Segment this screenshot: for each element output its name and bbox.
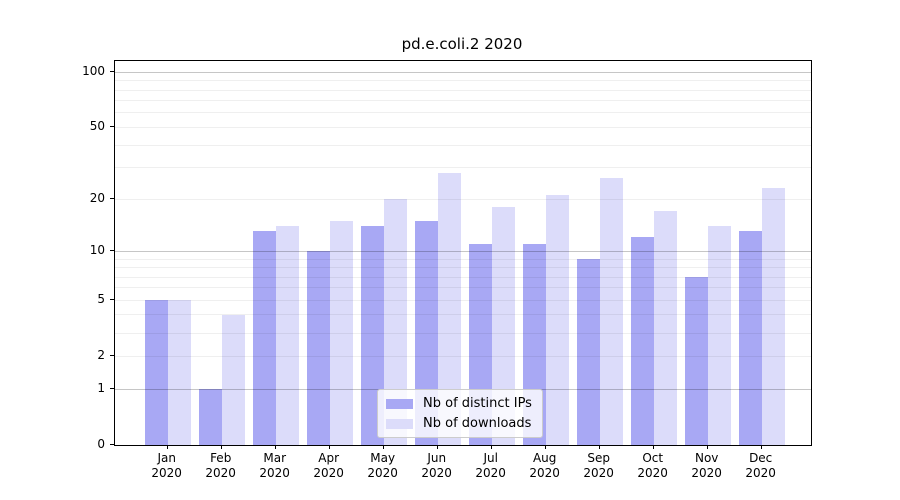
y-tick-label-2: 2 [97,347,105,362]
gridline-60 [115,112,811,114]
bar-distinct-ips-apr [306,250,330,445]
y-tick-mark-10 [110,249,114,251]
gridline-3 [115,332,811,334]
bar-distinct-ips-dec [738,231,762,445]
x-tick-mark-jan [166,444,168,449]
gridline-6 [115,287,811,289]
bar-downloads-sep [599,178,623,445]
gridline-80 [115,89,811,91]
x-tick-label-nov: Nov 2020 [691,450,722,480]
y-tick-mark-2 [110,354,114,356]
x-tick-mark-nov [706,444,708,449]
x-tick-label-oct: Oct 2020 [637,450,668,480]
legend-entry-downloads: Nb of downloads [386,416,532,431]
gridline-9 [115,258,811,260]
y-tick-label-50: 50 [89,118,105,133]
gridline-30 [115,167,811,169]
x-tick-mark-aug [544,444,546,449]
x-tick-label-jan: Jan 2020 [151,450,182,480]
x-tick-label-aug: Aug 2020 [529,450,560,480]
gridline-20 [115,198,811,200]
legend-swatch-distinct-ips [386,398,413,409]
x-tick-mark-mar [274,444,276,449]
gridline-10 [115,250,811,252]
gridline-70 [115,100,811,102]
bar-downloads-aug [545,194,569,445]
x-tick-label-dec: Dec 2020 [745,450,776,480]
chart-title: pd.e.coli.2 2020 [401,35,523,53]
gridline-7 [115,276,811,278]
y-tick-label-100: 100 [82,63,105,78]
y-tick-mark-20 [110,197,114,199]
y-tick-label-0: 0 [97,436,105,451]
x-tick-label-may: May 2020 [367,450,398,480]
legend-swatch-downloads [386,418,413,429]
x-tick-label-mar: Mar 2020 [259,450,290,480]
x-tick-mark-jul [490,444,492,449]
x-tick-label-jun: Jun 2020 [421,450,452,480]
y-tick-label-1: 1 [97,380,105,395]
x-tick-mark-apr [328,444,330,449]
bar-distinct-ips-feb [198,388,222,445]
gridline-5 [115,299,811,301]
legend-label-downloads: Nb of downloads [423,416,532,431]
bar-downloads-nov [707,225,731,445]
bar-distinct-ips-jan [144,299,168,445]
gridline-50 [115,126,811,128]
y-tick-label-10: 10 [89,242,105,257]
y-tick-mark-100 [110,70,114,72]
bar-distinct-ips-nov [684,276,708,445]
x-tick-label-feb: Feb 2020 [205,450,236,480]
gridline-4 [115,314,811,316]
gridline-2 [115,355,811,357]
plot-area [114,60,812,446]
bar-downloads-dec [761,187,785,445]
x-tick-mark-feb [220,444,222,449]
x-tick-mark-sep [598,444,600,449]
legend: Nb of distinct IPs Nb of downloads [377,389,543,438]
x-tick-mark-jun [436,444,438,449]
bar-distinct-ips-mar [252,231,276,445]
y-tick-mark-1 [110,387,114,389]
y-tick-mark-5 [110,298,114,300]
y-tick-mark-50 [110,125,114,127]
bar-downloads-jul [491,206,515,445]
bar-downloads-mar [275,225,299,445]
bar-downloads-oct [653,211,677,445]
bar-distinct-ips-oct [630,237,654,445]
y-tick-label-5: 5 [97,291,105,306]
x-tick-mark-may [382,444,384,449]
gridline-100 [115,71,811,73]
gridline-90 [115,80,811,82]
bar-downloads-jun [437,172,461,445]
x-tick-label-sep: Sep 2020 [583,450,614,480]
x-tick-mark-dec [760,444,762,449]
y-tick-label-20: 20 [89,190,105,205]
legend-entry-distinct-ips: Nb of distinct IPs [386,396,532,411]
bar-downloads-jan [167,299,191,445]
bar-downloads-may [383,198,407,445]
y-tick-mark-0 [110,443,114,445]
bar-distinct-ips-sep [576,258,600,445]
gridline-8 [115,267,811,268]
gridline-40 [115,144,811,146]
x-tick-label-jul: Jul 2020 [475,450,506,480]
legend-label-distinct-ips: Nb of distinct IPs [423,396,532,411]
bar-downloads-feb [221,314,245,445]
x-tick-mark-oct [652,444,654,449]
x-tick-label-apr: Apr 2020 [313,450,344,480]
